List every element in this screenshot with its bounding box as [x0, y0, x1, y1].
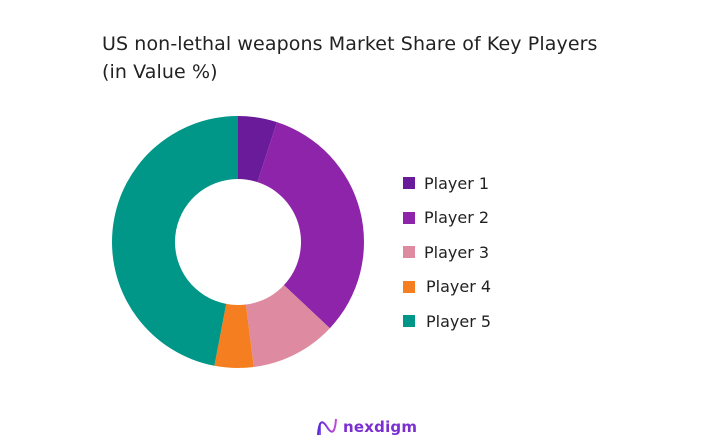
legend-item-player-5: Player 5: [403, 304, 491, 339]
legend-swatch: [403, 280, 415, 293]
legend-swatch: [403, 246, 415, 259]
legend-item-player-2: Player 2: [403, 201, 491, 236]
chart-title: US non-lethal weapons Market Share of Ke…: [102, 30, 598, 86]
chart-title-line2: (in Value %): [102, 61, 218, 83]
legend-label: Player 1: [424, 173, 490, 193]
donut-slice-5: [111, 116, 238, 366]
legend-swatch: [403, 177, 415, 190]
legend-item-player-3: Player 3: [403, 235, 491, 270]
donut-slice-4: [214, 303, 254, 368]
legend-label: Player 5: [426, 311, 492, 331]
legend-label: Player 3: [424, 242, 490, 262]
legend-item-player-4: Player 4: [403, 270, 491, 305]
legend-label: Player 4: [426, 277, 492, 297]
legend-item-player-1: Player 1: [403, 166, 491, 201]
legend-swatch: [403, 315, 415, 328]
donut-slice-3: [245, 285, 330, 368]
chart-title-line1: US non-lethal weapons Market Share of Ke…: [102, 33, 598, 55]
legend-swatch: [403, 211, 415, 224]
chart-legend: Player 1 Player 2 Player 3 Player 4 Player 5: [403, 166, 491, 339]
nexdigm-logo-text: nexdigm: [343, 418, 418, 436]
nexdigm-logo-icon: [317, 418, 337, 436]
nexdigm-logo: nexdigm: [316, 417, 417, 437]
donut-slice-2: [257, 122, 364, 329]
legend-label: Player 2: [424, 208, 490, 228]
donut-slice-1: [238, 116, 277, 183]
